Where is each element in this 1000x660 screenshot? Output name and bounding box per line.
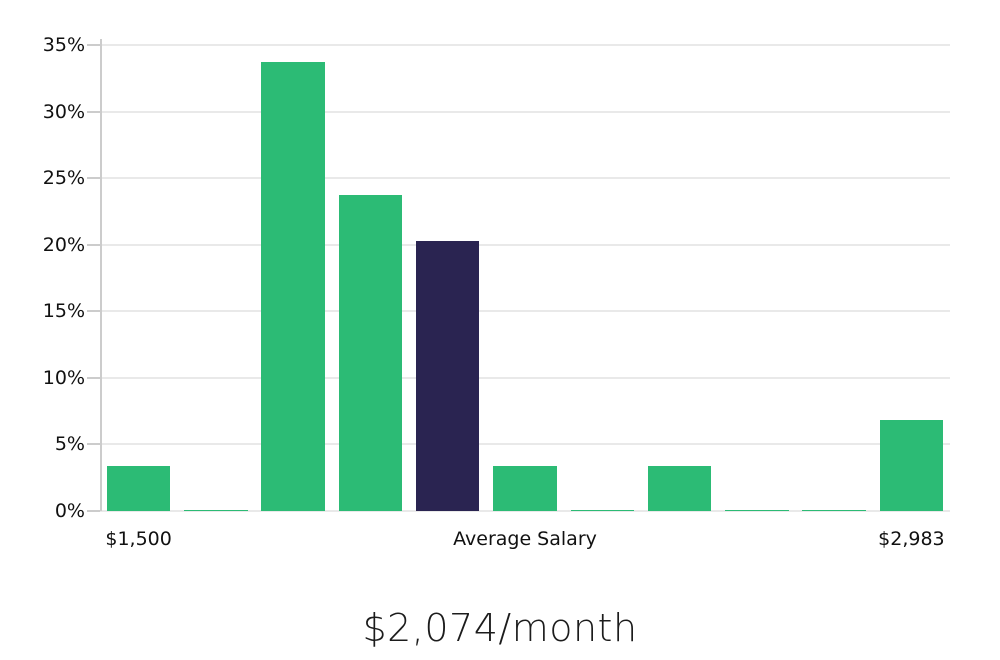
y-axis-line — [100, 39, 102, 511]
gridline — [100, 443, 950, 446]
y-tick-mark — [87, 310, 100, 313]
gridline — [100, 310, 950, 313]
bar — [493, 465, 557, 511]
gridline — [100, 243, 950, 246]
bar — [647, 465, 712, 511]
bar — [802, 509, 866, 511]
bar — [879, 420, 944, 511]
y-tick-mark — [87, 376, 100, 379]
gridline — [100, 110, 950, 113]
y-tick-mark — [87, 443, 100, 446]
y-tick-label: 25% — [42, 167, 85, 190]
highlighted-bar — [415, 240, 480, 511]
gridline — [100, 510, 950, 512]
y-tick-label: 15% — [42, 300, 85, 323]
bar — [725, 509, 789, 511]
x-axis-label-max: $2,983 — [878, 528, 945, 550]
y-tick-mark — [87, 177, 100, 180]
gridline — [100, 376, 950, 379]
bar — [184, 509, 248, 511]
y-tick-mark — [87, 110, 100, 113]
bar — [338, 195, 403, 511]
bar — [261, 62, 325, 511]
y-tick-label: 35% — [42, 34, 85, 56]
x-axis-label-min: $1,500 — [105, 528, 172, 550]
bar — [570, 509, 635, 511]
y-tick-mark — [87, 243, 100, 246]
y-tick-label: 0% — [54, 500, 85, 522]
x-axis-label-average-salary: Average Salary — [453, 528, 597, 550]
bar — [106, 465, 171, 511]
y-tick-label: 20% — [42, 233, 85, 256]
plot-area — [100, 39, 950, 512]
gridline — [100, 44, 950, 46]
average-salary-amount: $2,074/month — [362, 606, 638, 650]
y-tick-label: 10% — [42, 366, 85, 389]
y-tick-mark — [87, 44, 100, 46]
y-tick-mark — [87, 510, 100, 512]
y-tick-label: 5% — [54, 433, 85, 456]
gridline — [100, 177, 950, 180]
y-tick-label: 30% — [42, 100, 85, 123]
